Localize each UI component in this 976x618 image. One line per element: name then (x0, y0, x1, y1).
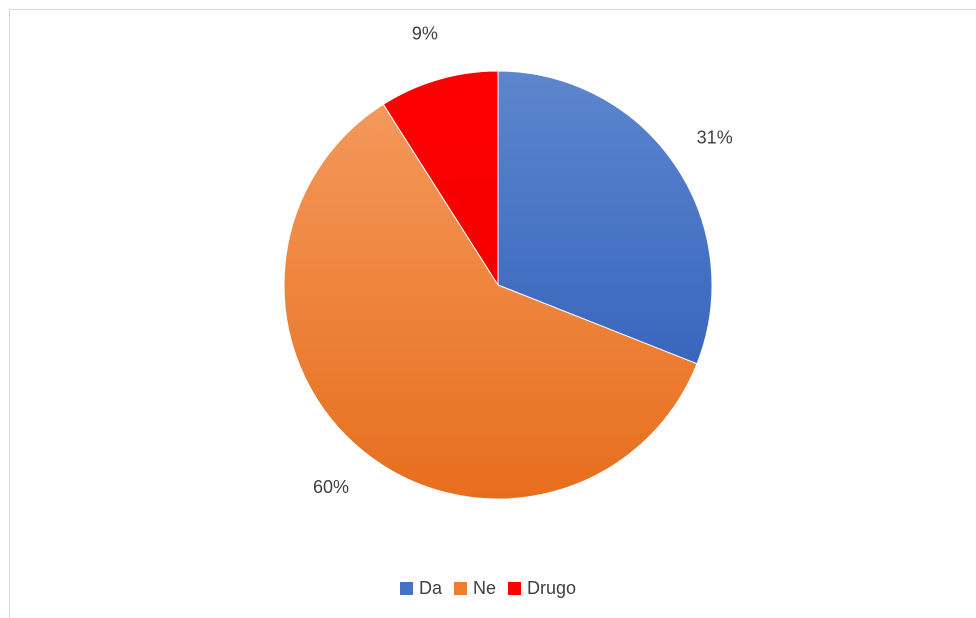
data-label-ne: 60% (313, 477, 349, 497)
legend-label: Da (418, 577, 442, 598)
pie-slice-drugo (382, 70, 499, 287)
pie-slice-da (497, 70, 713, 365)
legend-swatch (453, 581, 467, 595)
legend-swatch (399, 581, 413, 595)
legend-label: Ne (472, 577, 496, 598)
pie-slices (283, 70, 713, 500)
data-label-da: 31% (697, 128, 733, 148)
legend-label: Drugo (527, 577, 577, 598)
pie-slice-ne (283, 103, 698, 500)
data-label-drugo: 9% (412, 23, 438, 43)
legend-item-drugo: Drugo (508, 578, 576, 599)
legend-item-da: Da (399, 577, 442, 599)
chart-border-top (9, 9, 976, 10)
legend: Da Ne Drugo (0, 575, 976, 601)
chart-border-left (9, 9, 10, 618)
legend-item-ne: Ne (453, 577, 496, 599)
legend-swatch (508, 581, 521, 595)
pie-data-labels: 31% 60% 9% (313, 23, 733, 496)
